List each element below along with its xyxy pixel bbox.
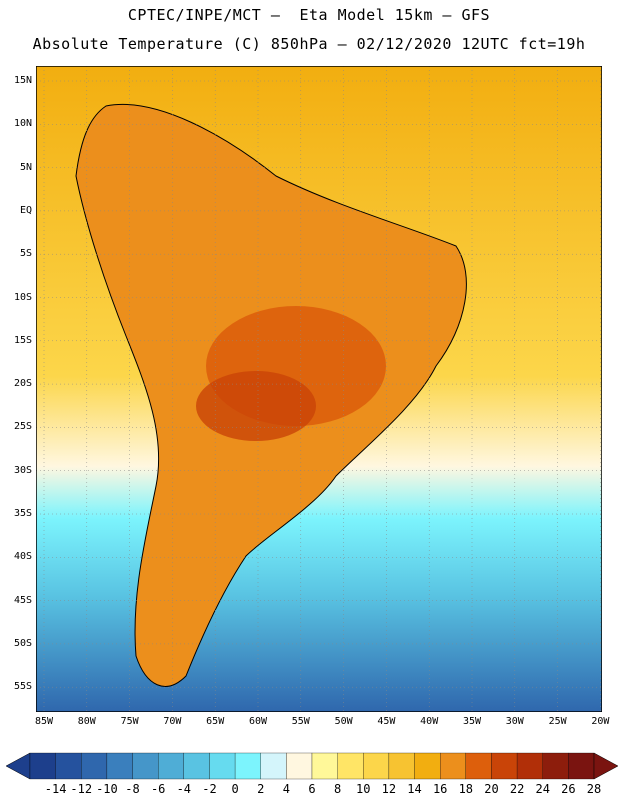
- longitude-label: 30W: [505, 716, 524, 727]
- colorbar-cell: [568, 752, 595, 780]
- colorbar-tick-label: 12: [381, 782, 397, 796]
- colorbar-tick-label: 14: [407, 782, 422, 796]
- colorbar-tick-label: -10: [96, 782, 118, 796]
- colorbar-tick-label: 26: [561, 782, 576, 796]
- colorbar-tick-label: 6: [308, 782, 316, 796]
- colorbar-cell: [414, 752, 441, 780]
- latitude-label: 20S: [13, 378, 32, 390]
- longitude-label: 50W: [334, 716, 353, 727]
- colorbar-cell: [337, 752, 364, 780]
- colorbar-tick-label: 2: [257, 782, 265, 796]
- colorbar-tick-label: 22: [509, 782, 525, 796]
- latitude-label: 10S: [13, 291, 32, 303]
- colorbar-cell: [234, 752, 261, 780]
- longitude-label: 35W: [462, 716, 482, 727]
- latitude-label: 30S: [13, 464, 32, 476]
- longitude-label: 45W: [377, 716, 396, 727]
- longitude-label: 40W: [420, 716, 439, 727]
- colorbar-cell: [55, 752, 82, 780]
- longitude-label: 60W: [248, 716, 268, 727]
- colorbar-min-arrow: [6, 752, 31, 780]
- colorbar-tick-label: 20: [484, 782, 499, 796]
- latitude-label: 25S: [13, 421, 32, 433]
- colorbar-cell: [183, 752, 210, 780]
- colorbar-tick-label: -12: [70, 782, 93, 796]
- longitude-label: 25W: [548, 716, 567, 727]
- latitude-label: 15S: [13, 334, 32, 346]
- latitude-label: 5N: [19, 161, 32, 173]
- colorbar-cell: [260, 752, 287, 780]
- colorbar-max-arrow: [593, 752, 618, 780]
- colorbar-cell: [542, 752, 569, 780]
- colorbar-cell: [286, 752, 313, 780]
- latitude-label: EQ: [19, 204, 32, 216]
- chart-title-line-2: Absolute Temperature (C) 850hPa – 02/12/…: [32, 35, 586, 53]
- colorbar-cell: [388, 752, 415, 780]
- colorbar-tick-label: -8: [125, 782, 140, 796]
- colorbar-cell: [440, 752, 466, 780]
- latitude-label: 55S: [13, 681, 32, 693]
- longitude-label: 75W: [120, 716, 139, 727]
- colorbar-cell: [311, 752, 338, 780]
- colorbar-tick-label: 24: [535, 782, 550, 796]
- colorbar-tick-label: 8: [334, 782, 342, 796]
- colorbar-tick-label: -6: [150, 782, 166, 796]
- longitude-label: 70W: [163, 716, 182, 727]
- colorbar-cell: [29, 752, 56, 780]
- colorbar-cell: [363, 752, 390, 780]
- colorbar-tick-label: -4: [176, 782, 192, 796]
- colorbar-cell: [158, 752, 184, 780]
- longitude-label: 55W: [291, 716, 310, 727]
- colorbar-tick-label: 28: [586, 782, 602, 796]
- colorbar-tick-label: 16: [432, 782, 448, 796]
- longitude-label: 85W: [34, 716, 54, 727]
- latitude-label: 40S: [13, 551, 32, 563]
- latitude-label: 35S: [13, 508, 32, 519]
- latitude-label: 45S: [13, 594, 32, 606]
- colorbar-cell: [516, 752, 543, 780]
- colorbar-tick-label: 18: [458, 782, 474, 796]
- colorbar-tick-label: 4: [282, 782, 290, 796]
- colorbar-cell: [132, 752, 159, 780]
- longitude-label: 80W: [77, 716, 96, 727]
- colorbar-cell: [106, 752, 133, 780]
- colorbar-cell: [209, 752, 236, 780]
- latitude-label: 50S: [13, 637, 32, 649]
- colorbar-tick-label: 10: [356, 782, 371, 796]
- temperature-map: [36, 66, 602, 712]
- colorbar-cell: [491, 752, 518, 780]
- hot-core-region-2: [196, 371, 316, 441]
- chart-title-line-1: CPTEC/INPE/MCT – Eta Model 15km – GFS: [127, 6, 491, 24]
- longitude-label: 65W: [206, 716, 225, 727]
- colorbar-cell: [81, 752, 108, 780]
- latitude-label: 10N: [13, 118, 32, 130]
- colorbar-tick-label: -2: [202, 782, 217, 796]
- longitude-label: 20W: [591, 716, 610, 727]
- colorbar-tick-label: -14: [44, 782, 67, 796]
- colorbar-tick-label: 0: [231, 782, 239, 796]
- latitude-label: 5S: [19, 248, 32, 260]
- latitude-label: 15N: [13, 75, 32, 86]
- color-scale-bar: [6, 752, 618, 780]
- colorbar-cell: [465, 752, 492, 780]
